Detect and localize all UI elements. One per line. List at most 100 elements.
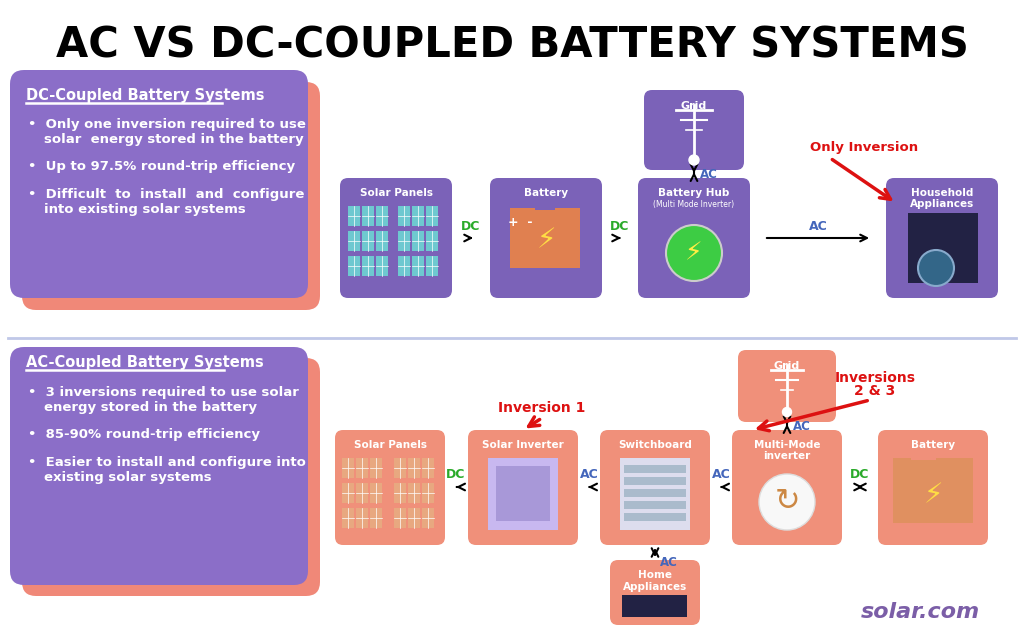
Bar bbox=[426, 256, 438, 276]
FancyBboxPatch shape bbox=[10, 70, 308, 298]
Text: Inversions: Inversions bbox=[835, 371, 915, 385]
Text: solar.com: solar.com bbox=[861, 602, 980, 622]
Bar bbox=[342, 508, 354, 528]
FancyBboxPatch shape bbox=[335, 430, 445, 545]
Bar bbox=[422, 483, 434, 503]
Bar bbox=[412, 256, 424, 276]
Bar bbox=[422, 508, 434, 528]
FancyBboxPatch shape bbox=[340, 178, 452, 298]
Text: (Multi Mode Inverter): (Multi Mode Inverter) bbox=[653, 200, 734, 209]
Text: +  -: + - bbox=[508, 216, 532, 229]
FancyBboxPatch shape bbox=[22, 82, 319, 310]
Bar bbox=[620, 458, 690, 530]
Text: AC VS DC-COUPLED BATTERY SYSTEMS: AC VS DC-COUPLED BATTERY SYSTEMS bbox=[55, 24, 969, 66]
Bar bbox=[422, 458, 434, 478]
Bar bbox=[370, 458, 382, 478]
Bar bbox=[376, 206, 388, 226]
Text: Battery: Battery bbox=[911, 440, 955, 450]
Bar bbox=[356, 483, 368, 503]
Text: inverter: inverter bbox=[763, 451, 811, 461]
Bar bbox=[394, 458, 406, 478]
Bar bbox=[893, 458, 973, 523]
Text: DC-Coupled Battery Systems: DC-Coupled Battery Systems bbox=[26, 88, 264, 103]
Text: Solar Panels: Solar Panels bbox=[353, 440, 427, 450]
FancyBboxPatch shape bbox=[10, 347, 308, 585]
FancyBboxPatch shape bbox=[886, 178, 998, 298]
Bar bbox=[624, 477, 686, 485]
Bar bbox=[348, 231, 360, 251]
Text: into existing solar systems: into existing solar systems bbox=[44, 203, 246, 216]
Text: AC: AC bbox=[660, 556, 678, 570]
Text: 2 & 3: 2 & 3 bbox=[854, 384, 896, 398]
Text: ⚡: ⚡ bbox=[685, 241, 702, 265]
Text: solar  energy stored in the battery: solar energy stored in the battery bbox=[44, 133, 304, 146]
Bar bbox=[408, 483, 420, 503]
Text: Home: Home bbox=[638, 570, 672, 580]
Bar bbox=[370, 508, 382, 528]
Circle shape bbox=[782, 408, 792, 416]
FancyBboxPatch shape bbox=[610, 560, 700, 625]
Text: Multi-Mode: Multi-Mode bbox=[754, 440, 820, 450]
Text: AC: AC bbox=[580, 468, 598, 482]
Bar bbox=[408, 458, 420, 478]
Bar bbox=[394, 508, 406, 528]
Circle shape bbox=[689, 155, 699, 165]
Text: DC: DC bbox=[462, 220, 480, 232]
Bar bbox=[622, 595, 687, 617]
Bar bbox=[342, 483, 354, 503]
Bar bbox=[394, 483, 406, 503]
FancyBboxPatch shape bbox=[22, 358, 319, 596]
FancyBboxPatch shape bbox=[468, 430, 578, 545]
Text: •  Up to 97.5% round-trip efficiency: • Up to 97.5% round-trip efficiency bbox=[28, 160, 295, 173]
Bar bbox=[398, 206, 410, 226]
FancyBboxPatch shape bbox=[644, 90, 744, 170]
Bar bbox=[488, 458, 558, 530]
Text: •  Easier to install and configure into: • Easier to install and configure into bbox=[28, 456, 306, 469]
Bar bbox=[376, 256, 388, 276]
Bar bbox=[624, 501, 686, 509]
Text: ⚡: ⚡ bbox=[537, 226, 556, 254]
Text: •  Difficult  to  install  and  configure: • Difficult to install and configure bbox=[28, 188, 304, 201]
Bar bbox=[376, 231, 388, 251]
Bar bbox=[624, 489, 686, 497]
Text: •  85-90% round-trip efficiency: • 85-90% round-trip efficiency bbox=[28, 428, 260, 441]
Bar bbox=[398, 256, 410, 276]
Text: Appliances: Appliances bbox=[910, 199, 974, 209]
Text: Appliances: Appliances bbox=[623, 582, 687, 592]
Text: AC: AC bbox=[712, 468, 730, 482]
Bar bbox=[348, 206, 360, 226]
Text: ↻: ↻ bbox=[774, 487, 800, 516]
FancyBboxPatch shape bbox=[878, 430, 988, 545]
FancyBboxPatch shape bbox=[732, 430, 842, 545]
Text: existing solar systems: existing solar systems bbox=[44, 471, 212, 484]
Bar bbox=[362, 206, 374, 226]
Bar bbox=[908, 213, 978, 283]
Circle shape bbox=[759, 474, 815, 530]
Text: DC: DC bbox=[610, 220, 630, 232]
Text: Solar Panels: Solar Panels bbox=[359, 188, 432, 198]
Bar bbox=[348, 256, 360, 276]
FancyBboxPatch shape bbox=[490, 178, 602, 298]
Bar bbox=[412, 206, 424, 226]
Bar bbox=[412, 231, 424, 251]
Circle shape bbox=[666, 225, 722, 281]
Text: AC: AC bbox=[809, 220, 827, 232]
Bar bbox=[496, 466, 550, 521]
Bar bbox=[426, 231, 438, 251]
Bar bbox=[356, 508, 368, 528]
Text: DC: DC bbox=[446, 468, 466, 482]
Bar bbox=[342, 458, 354, 478]
Text: ⚡: ⚡ bbox=[924, 481, 943, 509]
Text: Grid: Grid bbox=[774, 361, 800, 371]
Text: energy stored in the battery: energy stored in the battery bbox=[44, 401, 257, 414]
Text: Only Inversion: Only Inversion bbox=[810, 141, 919, 153]
Bar bbox=[362, 256, 374, 276]
Text: Solar Inverter: Solar Inverter bbox=[482, 440, 564, 450]
FancyBboxPatch shape bbox=[600, 430, 710, 545]
Circle shape bbox=[918, 250, 954, 286]
Text: •  3 inversions required to use solar: • 3 inversions required to use solar bbox=[28, 386, 299, 399]
Bar bbox=[426, 206, 438, 226]
Bar bbox=[535, 202, 555, 210]
Bar bbox=[370, 483, 382, 503]
Text: Battery Hub: Battery Hub bbox=[658, 188, 730, 198]
